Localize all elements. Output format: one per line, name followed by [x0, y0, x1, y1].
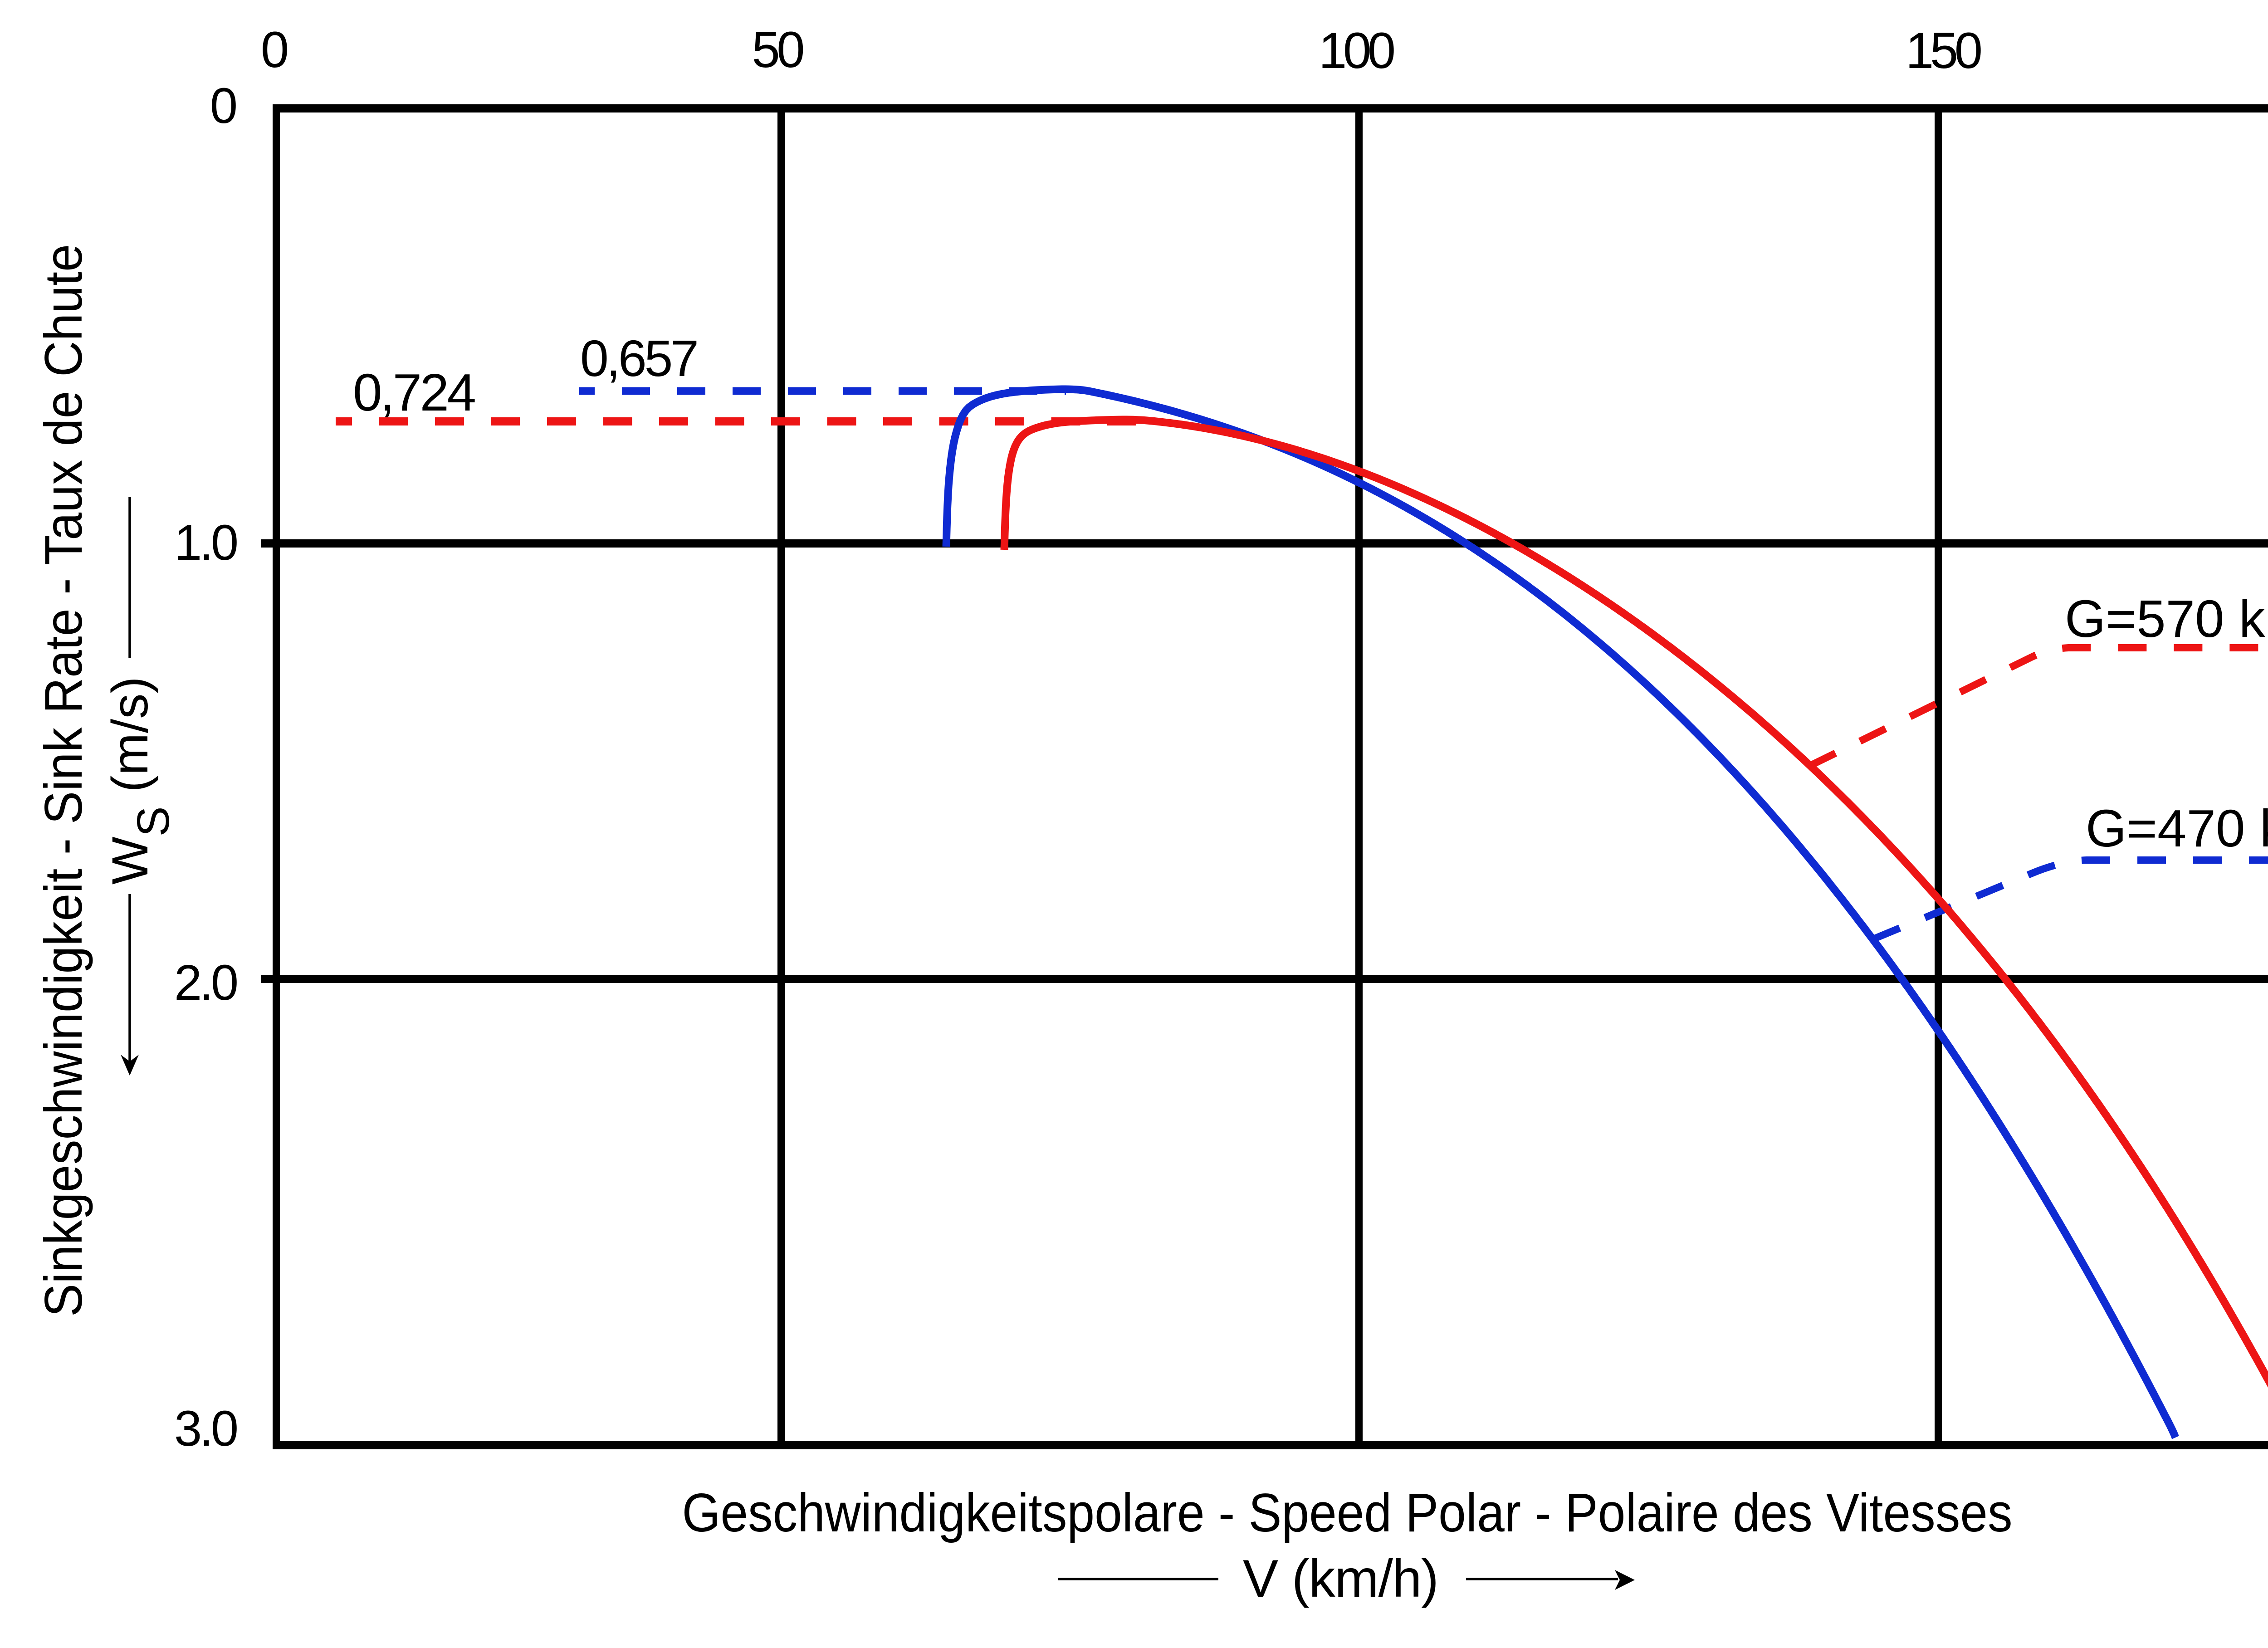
svg-text:0: 0: [210, 78, 238, 134]
svg-text:0,724: 0,724: [353, 363, 476, 422]
svg-text:0,657: 0,657: [580, 330, 699, 387]
svg-text:100: 100: [1319, 22, 1396, 79]
svg-text:2.0: 2.0: [174, 955, 239, 1011]
svg-text:Geschwindigkeitspolare - Speed: Geschwindigkeitspolare - Speed Polar - P…: [682, 1482, 2013, 1543]
svg-text:150: 150: [1906, 22, 1983, 79]
svg-text:50: 50: [752, 21, 805, 78]
svg-text:V (km/h): V (km/h): [1243, 1549, 1439, 1608]
svg-text:Sinkgeschwindigkeit - Sink Rat: Sinkgeschwindigkeit - Sink Rate - Taux d…: [34, 244, 93, 1317]
svg-text:0: 0: [261, 21, 289, 78]
svg-text:G=570 kp: G=570 kp: [2065, 589, 2268, 648]
svg-text:3.0: 3.0: [174, 1401, 239, 1457]
svg-text:G=470 kp: G=470 kp: [2086, 799, 2268, 858]
svg-text:1.0: 1.0: [174, 515, 239, 571]
